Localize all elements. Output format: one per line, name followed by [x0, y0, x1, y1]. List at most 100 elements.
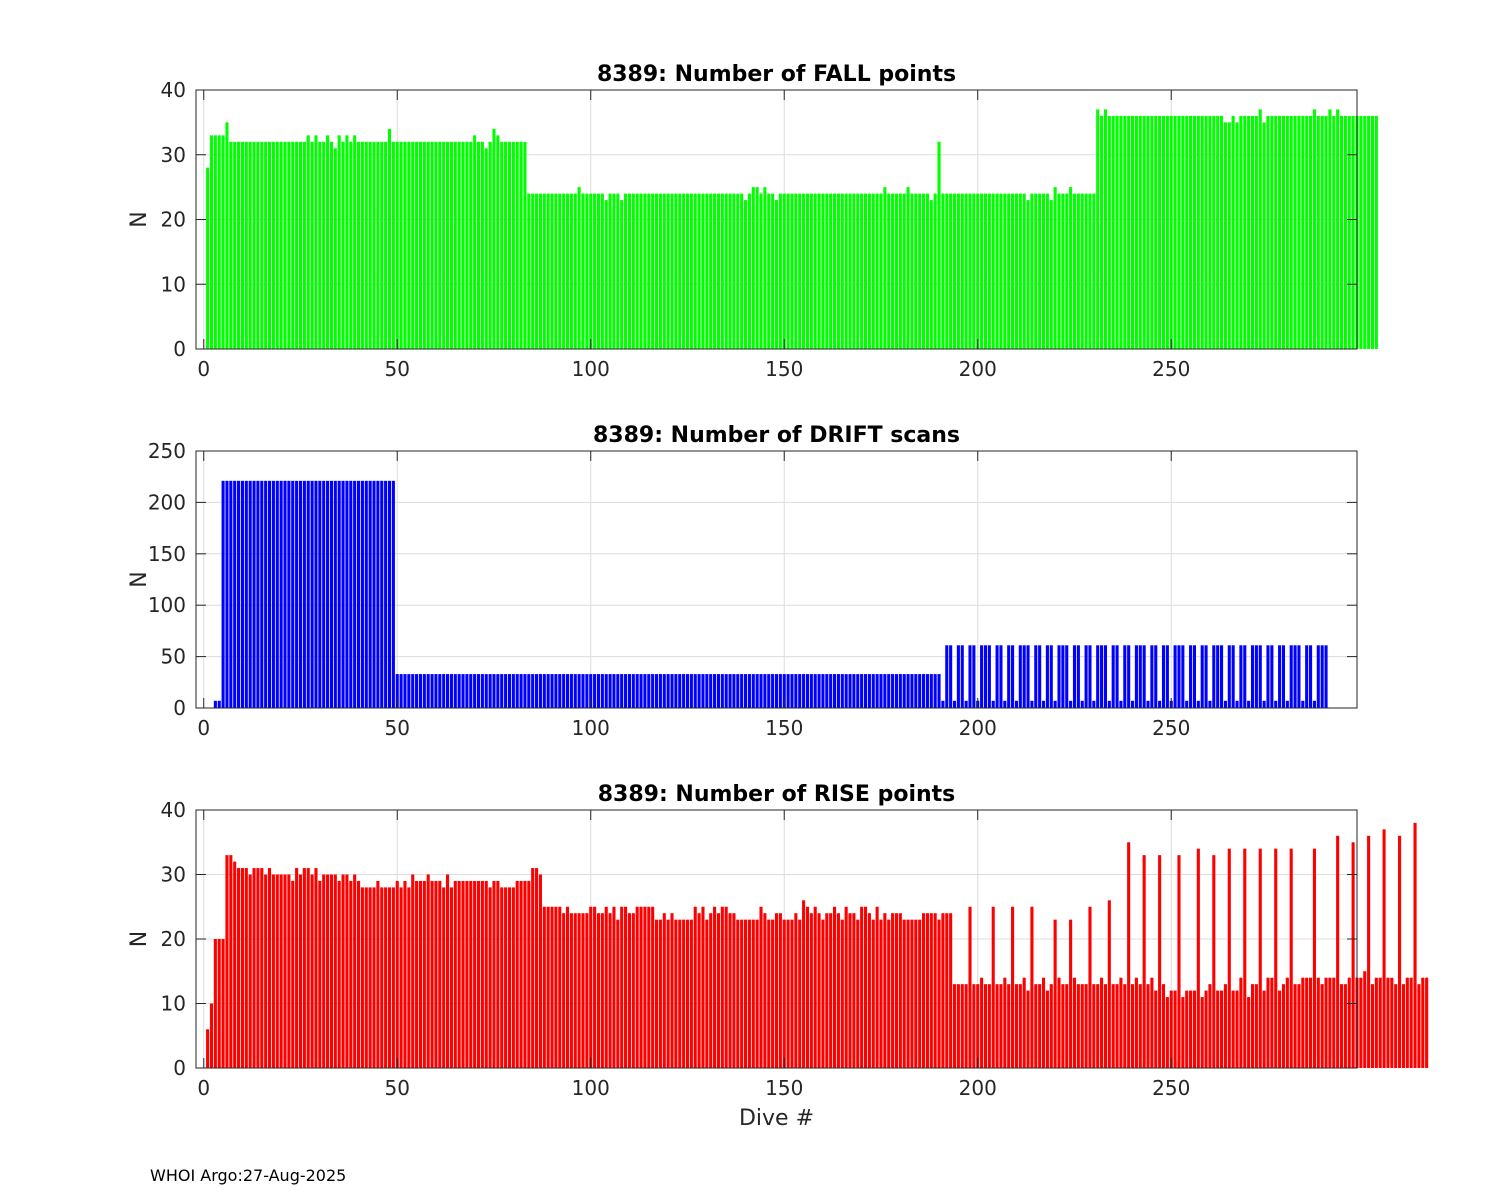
- y-tick-label: 40: [161, 78, 186, 102]
- bar: [1154, 645, 1158, 708]
- bar: [786, 919, 790, 1068]
- bar: [1134, 645, 1138, 708]
- bar: [1107, 900, 1111, 1068]
- bar: [952, 193, 957, 349]
- bar: [902, 919, 906, 1068]
- bar: [554, 906, 558, 1068]
- bar: [1339, 115, 1344, 350]
- bar: [449, 141, 453, 349]
- bar: [956, 984, 960, 1068]
- chart-title-rise: 8389: Number of RISE points: [598, 782, 956, 807]
- bar: [206, 167, 210, 349]
- bar: [1003, 977, 1007, 1068]
- bar: [221, 939, 225, 1068]
- x-tick-label: 50: [385, 357, 410, 381]
- bar: [449, 674, 453, 708]
- bar: [1332, 977, 1336, 1068]
- bar: [279, 480, 283, 708]
- bar: [852, 193, 856, 349]
- bar: [1359, 115, 1363, 350]
- bar: [647, 906, 651, 1068]
- bar: [535, 674, 539, 708]
- bar: [415, 141, 419, 349]
- bar: [875, 906, 879, 1068]
- bar: [759, 906, 763, 1068]
- bar: [1142, 115, 1146, 350]
- y-tick-label: 40: [161, 798, 186, 822]
- bar: [833, 193, 837, 349]
- bar: [546, 193, 550, 349]
- bar: [743, 200, 748, 349]
- bar: [956, 193, 960, 349]
- bar: [326, 874, 330, 1068]
- bar: [1011, 645, 1015, 708]
- bar: [995, 193, 999, 349]
- footer-credit: WHOI Argo:27-Aug-2025: [150, 1166, 347, 1185]
- bar: [1227, 122, 1231, 349]
- bar: [1014, 700, 1018, 708]
- bar: [685, 193, 690, 349]
- x-tick-label: 250: [1152, 357, 1190, 381]
- bar: [535, 868, 539, 1068]
- bar: [415, 880, 419, 1068]
- bar: [596, 674, 601, 708]
- bar: [1146, 115, 1150, 350]
- bar: [1351, 842, 1355, 1068]
- bar: [1003, 700, 1007, 708]
- bar: [635, 906, 639, 1068]
- bar: [840, 919, 844, 1068]
- bar: [1328, 109, 1332, 349]
- bar: [852, 674, 856, 708]
- bar: [600, 913, 604, 1068]
- bar: [1057, 645, 1061, 708]
- bar: [1328, 977, 1332, 1068]
- bar: [446, 874, 450, 1068]
- bar: [492, 674, 496, 708]
- bar: [991, 700, 995, 708]
- bar: [488, 141, 492, 349]
- bar: [206, 1029, 210, 1068]
- bar: [1297, 115, 1301, 350]
- bar: [856, 919, 860, 1068]
- y-tick-label: 20: [161, 927, 186, 951]
- bar: [275, 480, 279, 708]
- bar: [306, 480, 310, 708]
- bar: [523, 674, 527, 708]
- bar: [767, 919, 771, 1068]
- bar: [1169, 115, 1173, 350]
- y-tick-label: 100: [148, 593, 186, 617]
- bar: [240, 141, 244, 349]
- bar: [1038, 645, 1042, 708]
- bar: [329, 141, 333, 349]
- bar: [763, 674, 767, 708]
- bar: [1061, 645, 1065, 708]
- bar: [1196, 700, 1200, 708]
- bar: [480, 141, 484, 349]
- bar: [523, 141, 527, 349]
- bar: [387, 128, 392, 349]
- bar: [1026, 200, 1030, 349]
- bar: [492, 880, 496, 1068]
- bar: [569, 674, 573, 708]
- bar: [666, 674, 670, 708]
- bar: [1309, 645, 1313, 708]
- bar: [1103, 645, 1107, 708]
- bar: [662, 193, 666, 349]
- bar: [790, 193, 794, 349]
- bar: [596, 913, 601, 1068]
- bar: [356, 480, 361, 708]
- bar: [755, 187, 759, 349]
- bar: [558, 674, 562, 708]
- bar: [778, 193, 782, 349]
- y-tick-label: 50: [161, 645, 186, 669]
- bar: [558, 906, 562, 1068]
- bar: [883, 674, 887, 708]
- y-tick-label: 0: [173, 1056, 186, 1080]
- bar: [1254, 984, 1258, 1068]
- bar: [972, 645, 976, 708]
- bar: [833, 674, 837, 708]
- bar: [1413, 822, 1417, 1068]
- bar: [1123, 115, 1127, 350]
- bar: [914, 919, 918, 1068]
- bar: [337, 480, 341, 708]
